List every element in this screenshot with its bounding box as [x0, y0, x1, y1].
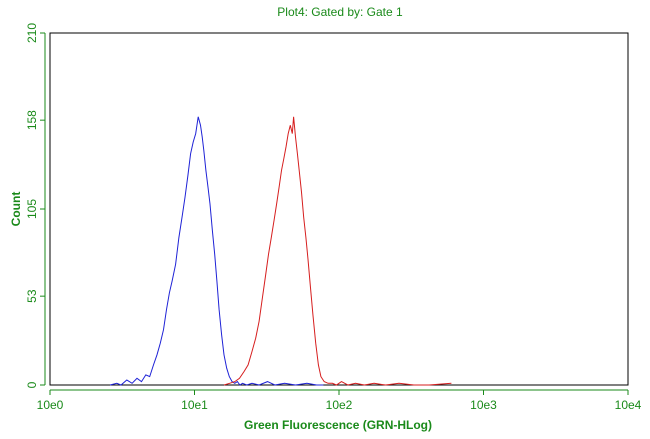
- y-tick-label: 210: [25, 23, 39, 43]
- y-tick-label: 158: [25, 110, 39, 130]
- x-tick-label: 10e3: [470, 398, 497, 412]
- series-1-line: [109, 116, 324, 386]
- series-layer: [109, 116, 452, 386]
- y-tick-label: 0: [25, 381, 39, 388]
- ticks-layer: 10e0 10e1 10e2 10e3 10e4 0 53 105 158 210: [25, 23, 642, 412]
- chart-title: Plot4: Gated by: Gate 1: [277, 5, 403, 19]
- y-axis-label: Count: [9, 192, 23, 227]
- plot-area: [49, 32, 629, 386]
- x-tick-label: 10e4: [615, 398, 642, 412]
- y-tick-label: 105: [25, 199, 39, 219]
- x-axis-label: Green Fluorescence (GRN-HLog): [244, 418, 432, 432]
- x-tick-label: 10e1: [181, 398, 208, 412]
- x-tick-label: 10e0: [37, 398, 64, 412]
- plot-border: [49, 32, 629, 386]
- x-tick-label: 10e2: [326, 398, 353, 412]
- series-2-line: [223, 116, 452, 386]
- y-tick-label: 53: [25, 289, 39, 303]
